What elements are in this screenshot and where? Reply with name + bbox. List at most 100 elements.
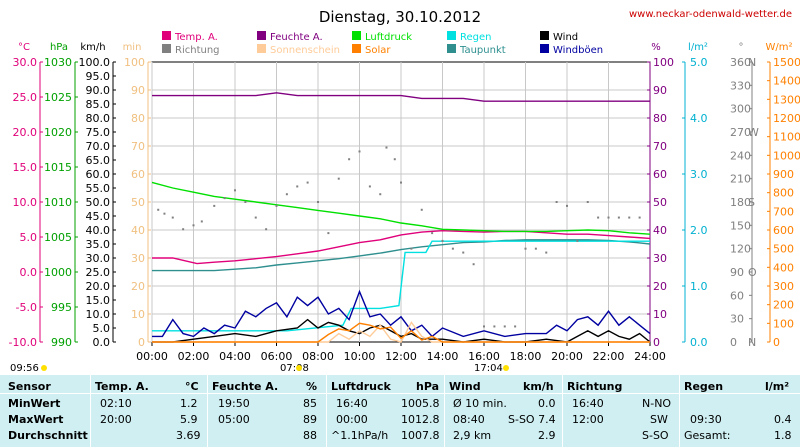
row-avg-dir-val: S-SO [642, 429, 669, 442]
sunshine-tick-label: 90 [131, 84, 145, 97]
direction-point [503, 325, 506, 328]
direction-point [617, 216, 620, 219]
x-tick-label: 08:00 [302, 350, 334, 363]
humidity-tick-label: 50 [653, 196, 667, 209]
direction-point [576, 239, 579, 242]
legend: Temp. A. Richtung Feuchte A. Sonnenschein Lu… [162, 31, 603, 56]
solar-tick-label: 100 [773, 317, 794, 330]
humidity-tick-label: 40 [653, 224, 667, 237]
x-tick-label: 00:00 [136, 350, 168, 363]
pressure-unit: hPa [50, 42, 68, 53]
sunshine-tick-label: 30 [131, 252, 145, 265]
humidity-tick-label: 100 [653, 56, 674, 69]
temp-tick-label: 20.0 [13, 126, 38, 139]
direction-point [597, 216, 600, 219]
direction-point [317, 201, 319, 203]
row-max-hum-val: 89 [303, 413, 317, 426]
direction-point [244, 201, 247, 203]
sunset-marker [503, 365, 509, 371]
direction-point [628, 216, 631, 219]
row-avg-press-time: ^1.1hPa/h [331, 429, 389, 442]
direction-tick-label: 60 [730, 289, 744, 302]
row-max-rain-label: 09:30 [690, 413, 722, 426]
legend-swatch [447, 31, 456, 40]
direction-tick-label: 210 [730, 173, 751, 186]
wind-tick-label: 75.0 [86, 126, 111, 139]
direction-point [358, 150, 361, 153]
legend-label: Sonnenschein [270, 45, 340, 56]
x-tick-label: 10:00 [344, 350, 376, 363]
pressure-tick-label: 1010 [44, 196, 72, 209]
wind-tick-label: 95.0 [86, 70, 111, 83]
solar-tick-label: 900 [773, 168, 794, 181]
wind-tick-label: 50.0 [86, 196, 111, 209]
header-temp: Temp. A. [95, 380, 149, 393]
row-min-dir-time: 16:40 [572, 397, 604, 410]
header-rain: Regen [684, 380, 724, 393]
temp-tick-label: 30.0 [13, 56, 38, 69]
sunset-time: 17:04 [474, 363, 503, 374]
row-max-dir-time: 12:00 [572, 413, 604, 426]
temp-tick-label: 10.0 [13, 196, 38, 209]
direction-point [234, 189, 236, 192]
sunshine-tick-label: 40 [131, 224, 145, 237]
direction-point [534, 247, 537, 250]
row-avg-hum-val: 88 [303, 429, 317, 442]
x-tick-label: 20:00 [551, 350, 583, 363]
pressure-tick-label: 995 [51, 301, 72, 314]
sunshine-tick-label: 0 [138, 336, 145, 349]
row-avg-temp-val: 3.69 [176, 429, 201, 442]
direction-point [514, 325, 517, 328]
site-url: www.neckar-odenwald-wetter.de [629, 9, 792, 20]
temp-tick-label: 5.0 [20, 231, 38, 244]
pressure-tick-label: 1025 [44, 91, 72, 104]
stats-table: Sensor Temp. A. °C Feuchte A. % Luftdruc… [0, 375, 800, 447]
sun-markers: 07:08 17:04 09:56 [10, 363, 509, 374]
direction-point [586, 201, 589, 203]
direction-tick-label: 300 [730, 103, 751, 116]
solar-line [152, 322, 650, 343]
solar-tick-label: 1500 [773, 56, 800, 69]
wind-line [152, 318, 651, 343]
row-min-temp-time: 02:10 [100, 397, 132, 410]
humidity-tick-label: 0 [653, 336, 660, 349]
solar-tick-label: 1000 [773, 149, 800, 162]
row-min-hum-val: 85 [303, 397, 317, 410]
row-avg-rain-label: Gesamt: [684, 429, 731, 442]
humidity-tick-label: 10 [653, 308, 667, 321]
solar-tick-label: 400 [773, 261, 794, 274]
solar-tick-label: 1300 [773, 93, 800, 106]
legend-label: Temp. A. [174, 32, 218, 43]
row-max-wind-desc: 08:40 [453, 413, 485, 426]
humidity-tick-label: 60 [653, 168, 667, 181]
direction-tick-label: 90 [730, 266, 744, 279]
sunshine-tick-label: 10 [131, 308, 145, 321]
temp-a-line [152, 229, 651, 265]
sonnenschein-line [152, 321, 650, 343]
row-min-label: MinWert [8, 397, 61, 410]
humidity-tick-label: 30 [653, 252, 667, 265]
pressure-tick-label: 1005 [44, 231, 72, 244]
row-max-rain-val: 0.4 [774, 413, 792, 426]
legend-swatch [257, 31, 266, 40]
pressure-tick-label: 1020 [44, 126, 72, 139]
direction-point [566, 204, 568, 207]
solar-tick-label: 1400 [773, 75, 800, 88]
legend-label: Richtung [175, 45, 220, 56]
row-min-wind-val: 0.0 [538, 397, 556, 410]
direction-point [182, 228, 185, 231]
temp-tick-label: 25.0 [13, 91, 38, 104]
header-temp-unit: °C [185, 380, 199, 393]
direction-tick-label: 120 [730, 243, 751, 256]
wind-tick-label: 85.0 [86, 98, 111, 111]
row-max-wind-val: S-SO 7.4 [508, 413, 556, 426]
left-axes: 30.025.020.015.010.05.00.0-5.0-10.010301… [9, 56, 151, 349]
row-min-dir-val: N-NO [642, 397, 672, 410]
direction-point [493, 325, 496, 328]
legend-label: Wind [553, 32, 578, 43]
direction-point [441, 239, 444, 242]
legend-swatch [257, 44, 266, 53]
direction-point [393, 158, 396, 161]
direction-point [420, 208, 423, 211]
rain-tick-label: 3.0 [690, 168, 708, 181]
